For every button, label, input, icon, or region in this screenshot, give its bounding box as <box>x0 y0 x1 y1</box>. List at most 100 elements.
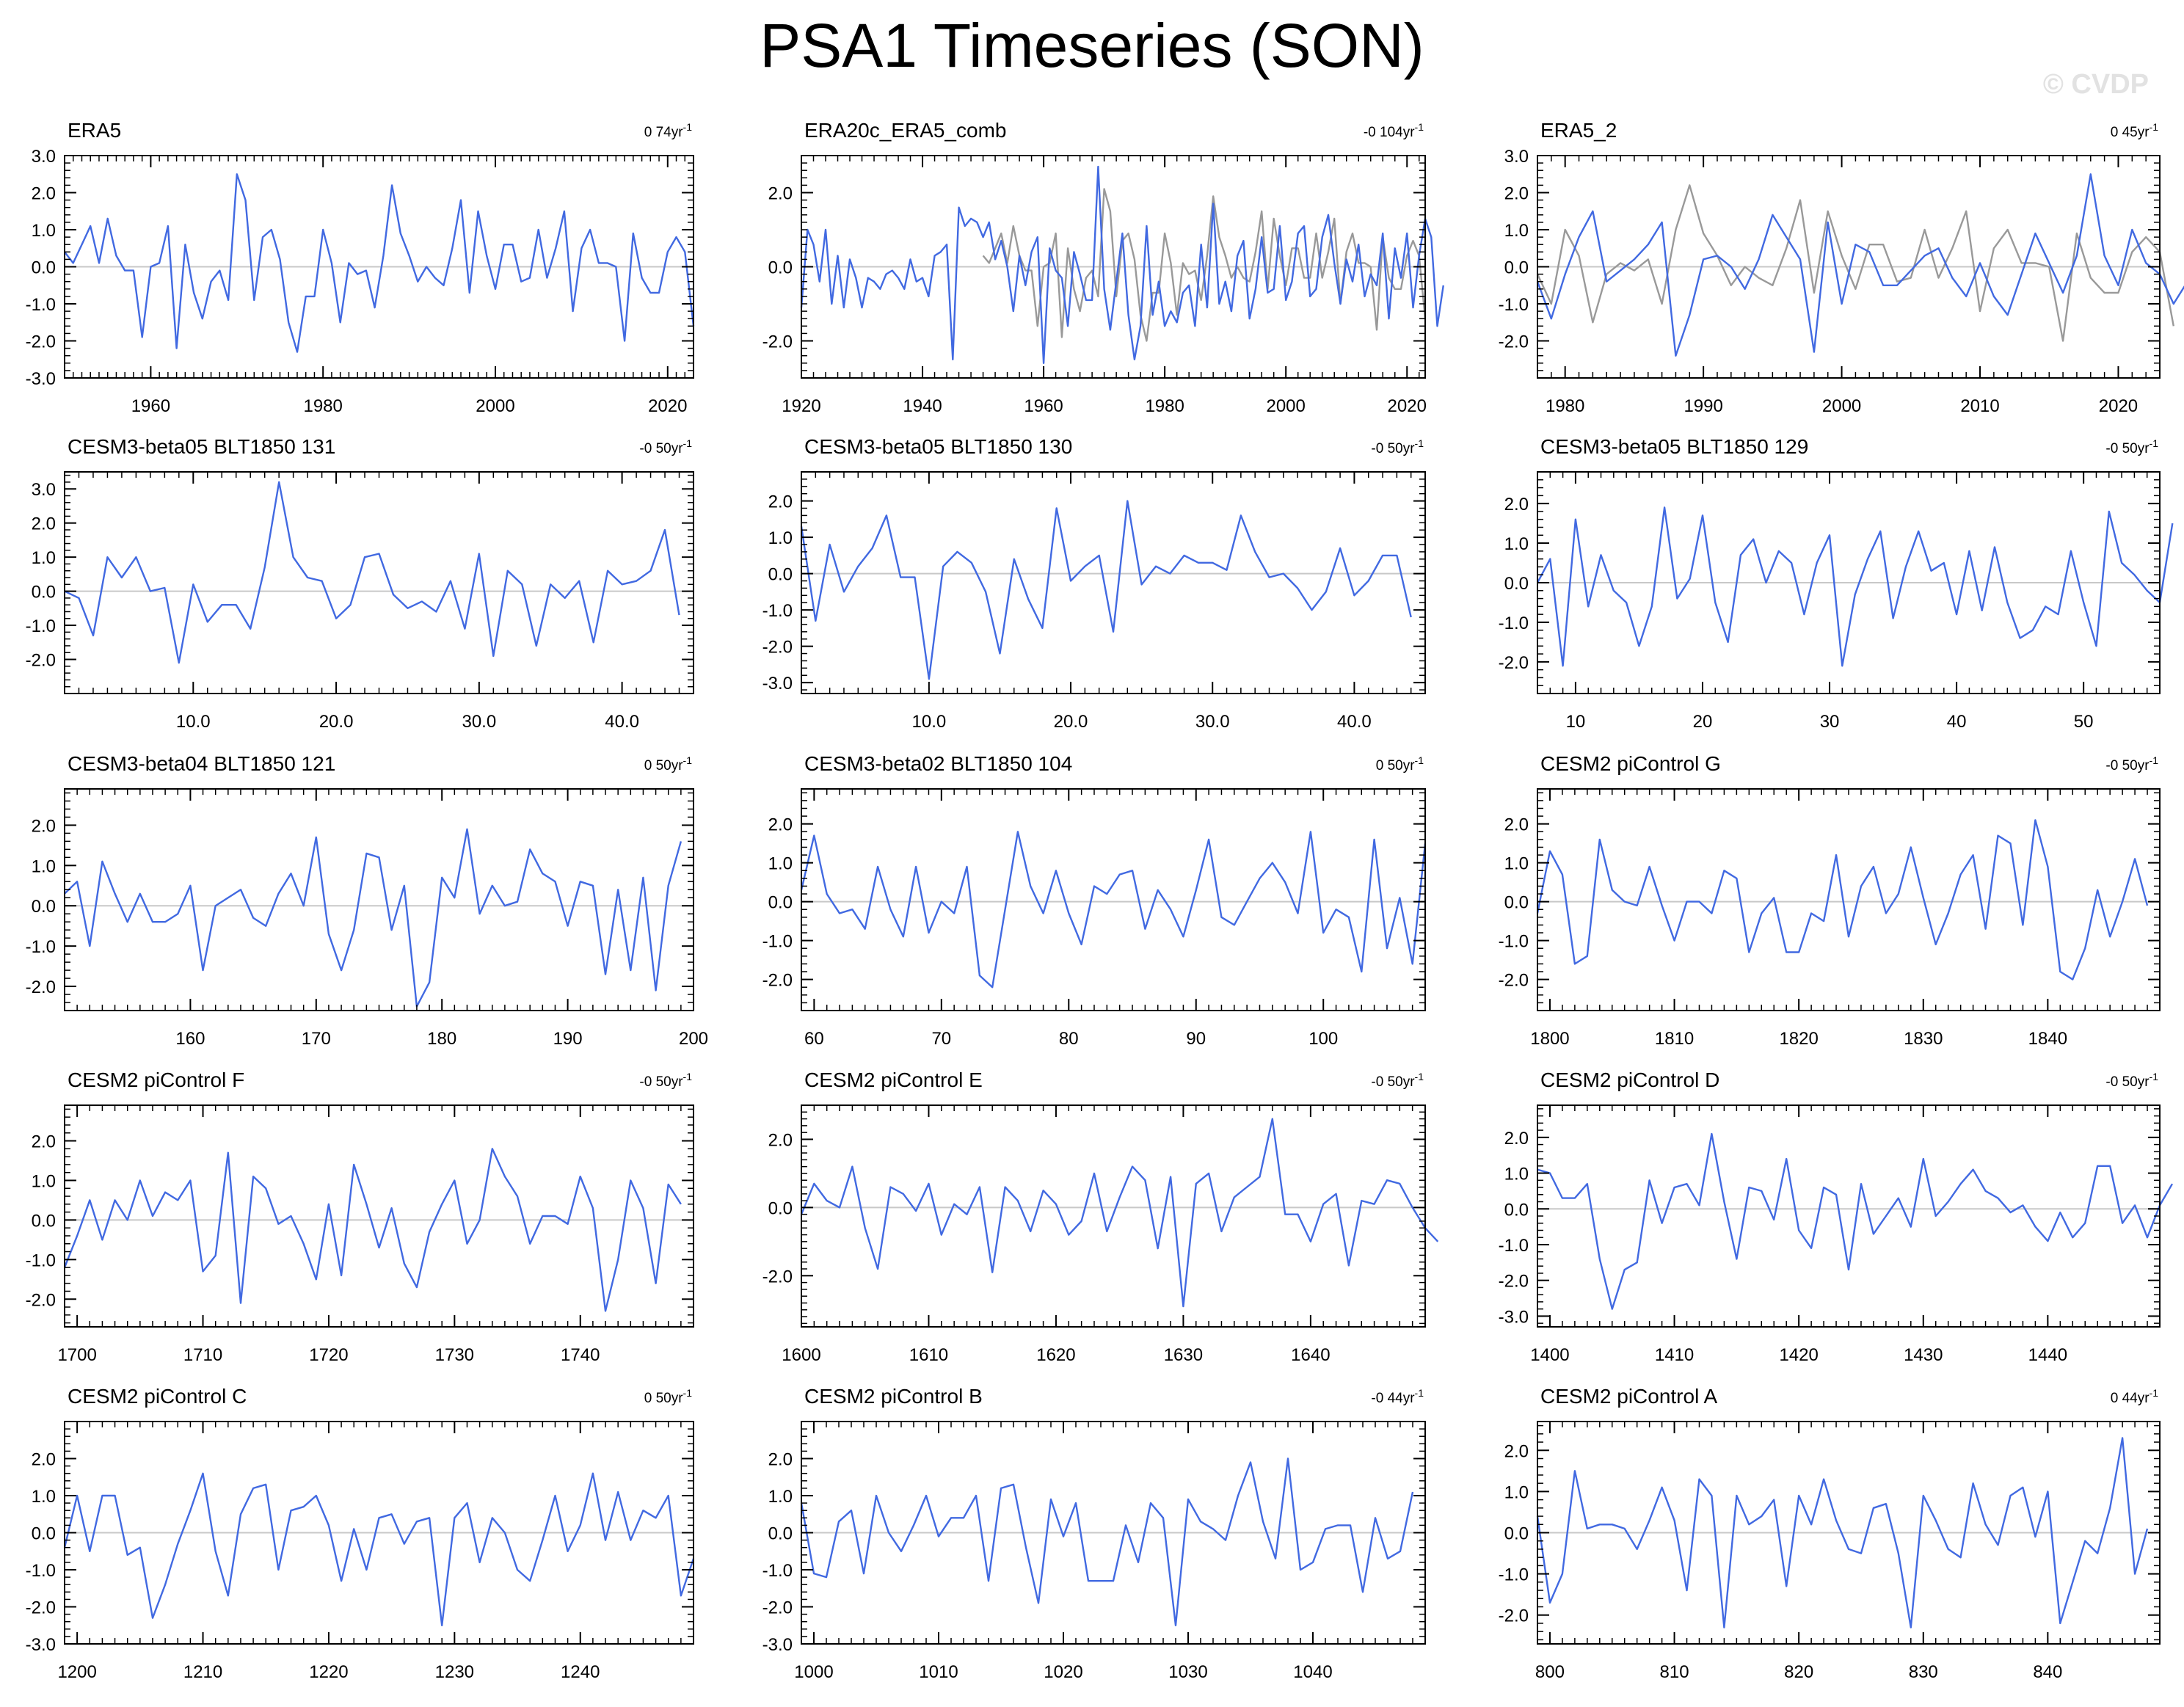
panel-title: ERA5_2 <box>1540 119 1617 142</box>
x-tick-label: 1010 <box>919 1662 958 1682</box>
x-tick-label: 1640 <box>1291 1345 1330 1365</box>
x-tick-label: 1210 <box>183 1662 222 1682</box>
y-tick-label: -2.0 <box>762 971 793 991</box>
panel-title: CESM2 piControl B <box>804 1385 983 1408</box>
y-tick-label: -2.0 <box>1499 1606 1529 1626</box>
x-tick-label: 1230 <box>435 1662 474 1682</box>
panel-title: CESM2 piControl G <box>1540 752 1721 775</box>
x-tick-label: 40.0 <box>1337 712 1372 732</box>
x-tick-label: 820 <box>1784 1662 1813 1682</box>
panel-15: 800 810 820 830 840 -2.0 -1.0 0.0 1.0 2.0 CESM2 pi… <box>1499 1385 2161 1682</box>
panel-13: 1200 1210 1220 1230 1240 -3.0 -2.0 -1.0 0.0 1.0 2.… <box>26 1385 695 1682</box>
panel-4: 10.0 20.0 30.0 40.0 -2.0 -1.0 0.0 1.0 2.0 3.0 CESM… <box>26 435 694 732</box>
plot-frame <box>801 471 1426 694</box>
trend-label: -0 50yr-1 <box>1371 437 1424 456</box>
y-tick-label: 2.0 <box>32 1132 56 1152</box>
panel-title: CESM3-beta04 BLT1850 121 <box>68 752 335 775</box>
trend-label: 0 74yr-1 <box>644 121 692 140</box>
plot-frame <box>801 788 1426 1011</box>
x-tick-label: 1710 <box>183 1345 222 1365</box>
y-tick-label: -2.0 <box>26 332 56 352</box>
panel-title: CESM2 piControl F <box>68 1069 244 1091</box>
x-tick-label: 2020 <box>2099 396 2138 416</box>
x-tick-label: 1820 <box>1779 1029 1818 1049</box>
y-tick-label: 0.0 <box>32 258 56 278</box>
y-tick-label: 3.0 <box>32 480 56 500</box>
panel-10: 1700 1710 1720 1730 1740 -2.0 -1.0 0.0 1.0 2.0 CES… <box>26 1069 694 1365</box>
y-tick-label: 1.0 <box>1504 1165 1529 1184</box>
trend-label: -0 50yr-1 <box>2105 1071 2158 1090</box>
x-tick-label: 160 <box>175 1029 205 1049</box>
panel-title: ERA20c_ERA5_comb <box>804 119 1006 142</box>
x-tick-label: 840 <box>2033 1662 2062 1682</box>
x-tick-label: 30.0 <box>1195 712 1230 732</box>
y-tick-label: 0.0 <box>32 583 56 603</box>
y-tick-label: 1.0 <box>32 221 56 241</box>
y-tick-label: -2.0 <box>26 978 56 997</box>
panel-title: CESM2 piControl A <box>1540 1385 1718 1408</box>
x-tick-label: 1610 <box>909 1345 948 1365</box>
y-tick-label: -2.0 <box>1499 332 1529 352</box>
trend-label: 0 44yr-1 <box>2111 1387 2158 1406</box>
x-tick-label: 2000 <box>476 396 514 416</box>
panel-5: 10.0 20.0 30.0 40.0 -3.0 -2.0 -1.0 0.0 1.0 2.0 CES… <box>762 435 1426 732</box>
y-tick-label: 2.0 <box>768 492 793 512</box>
x-tick-label: 2010 <box>1960 396 1999 416</box>
y-tick-label: 2.0 <box>1504 495 1529 514</box>
y-tick-label: -2.0 <box>1499 971 1529 991</box>
y-tick-label: 2.0 <box>1504 1441 1529 1461</box>
y-tick-label: -1.0 <box>26 295 56 315</box>
y-tick-label: 3.0 <box>1504 147 1529 167</box>
y-tick-label: -2.0 <box>1499 653 1529 673</box>
x-tick-label: 1740 <box>561 1345 600 1365</box>
y-tick-label: -1.0 <box>762 601 793 621</box>
y-tick-label: -1.0 <box>1499 1236 1529 1256</box>
figure-title: PSA1 Timeseries (SON) <box>760 11 1424 80</box>
x-tick-label: 10.0 <box>912 712 947 732</box>
x-tick-label: 1800 <box>1530 1029 1569 1049</box>
y-tick-label: -2.0 <box>26 1290 56 1310</box>
trend-label: 0 50yr-1 <box>644 754 692 774</box>
x-tick-label: 2000 <box>1822 396 1861 416</box>
y-tick-label: 0.0 <box>768 1198 793 1218</box>
y-tick-label: -1.0 <box>1499 1565 1529 1585</box>
x-tick-label: 1980 <box>1145 396 1184 416</box>
y-tick-label: -3.0 <box>1499 1307 1529 1327</box>
main-series-line <box>800 165 1444 364</box>
trend-label: -0 104yr-1 <box>1364 121 1424 140</box>
x-tick-label: 80 <box>1059 1029 1079 1049</box>
plot-frame <box>1537 788 2161 1011</box>
x-tick-label: 1420 <box>1779 1345 1818 1365</box>
panel-title: CESM3-beta05 BLT1850 131 <box>68 435 335 458</box>
y-tick-label: -2.0 <box>762 332 793 352</box>
x-tick-label: 20.0 <box>1054 712 1088 732</box>
y-tick-label: 1.0 <box>768 528 793 548</box>
x-tick-label: 810 <box>1660 1662 1689 1682</box>
y-tick-label: 2.0 <box>768 1450 793 1470</box>
panel-title: CESM3-beta05 BLT1850 130 <box>804 435 1072 458</box>
y-tick-label: 2.0 <box>32 184 56 204</box>
x-tick-label: 1730 <box>435 1345 474 1365</box>
x-tick-label: 1000 <box>794 1662 833 1682</box>
y-tick-label: -3.0 <box>26 369 56 389</box>
panel-1: 1960 1980 2000 2020 -3.0 -2.0 -1.0 0.0 1.0 2.0 3.0… <box>26 119 695 416</box>
y-tick-label: -2.0 <box>1499 1272 1529 1292</box>
x-tick-label: 1200 <box>57 1662 96 1682</box>
x-tick-label: 1410 <box>1655 1345 1694 1365</box>
main-series-line <box>800 831 1427 989</box>
x-tick-label: 30.0 <box>462 712 496 732</box>
main-series-line <box>1536 506 2174 667</box>
y-tick-label: 0.0 <box>768 893 793 913</box>
x-tick-label: 190 <box>553 1029 583 1049</box>
x-tick-label: 20.0 <box>319 712 354 732</box>
x-tick-label: 1840 <box>2028 1029 2067 1049</box>
y-tick-label: 1.0 <box>768 854 793 874</box>
main-series-line <box>1536 1437 2149 1628</box>
cvdp-watermark: © CVDP <box>2042 69 2149 100</box>
y-tick-label: 0.0 <box>768 258 793 278</box>
main-series-line <box>63 1148 682 1312</box>
y-tick-label: -1.0 <box>26 1561 56 1581</box>
main-series-line <box>1537 1132 2174 1310</box>
y-tick-label: 2.0 <box>1504 184 1529 204</box>
